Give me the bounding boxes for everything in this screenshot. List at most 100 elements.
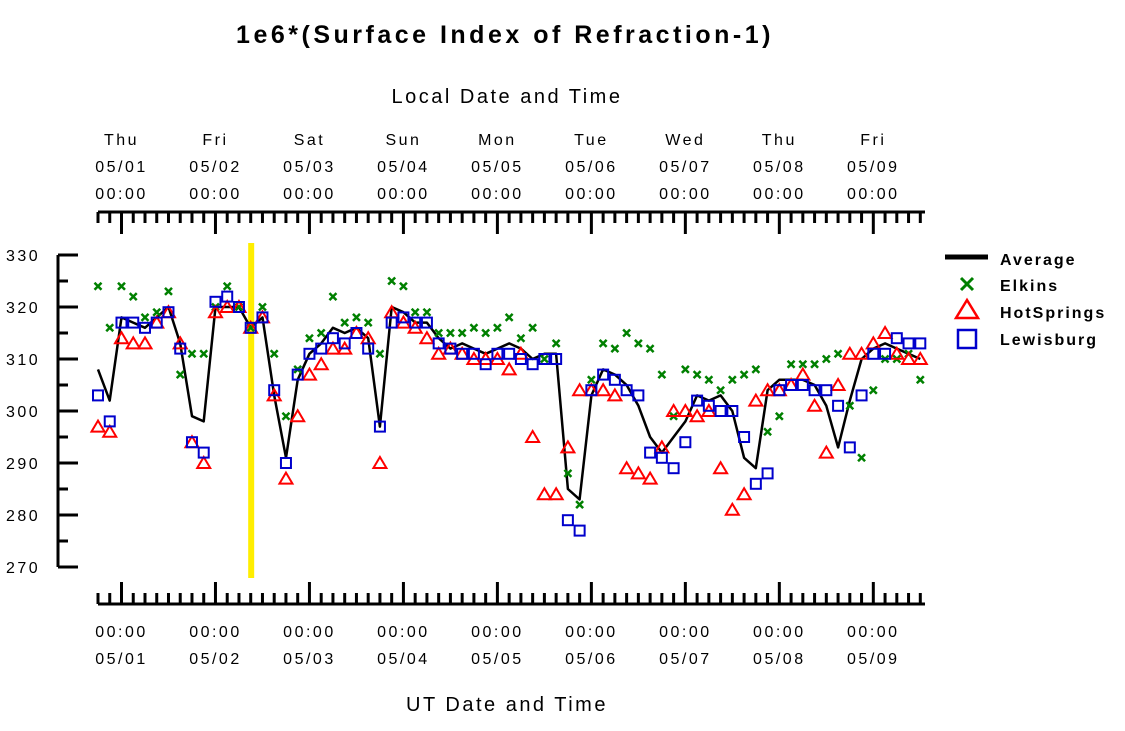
top-tick-time: 00:00 xyxy=(753,186,806,203)
hotsprings-point xyxy=(641,470,659,485)
top-tick-day: Wed xyxy=(665,132,705,149)
lewisburg-point xyxy=(221,290,234,303)
elkins-point xyxy=(457,328,467,338)
elkins-point xyxy=(739,370,749,379)
elkins-point xyxy=(493,323,502,333)
lewisburg-point xyxy=(655,451,668,464)
lewisburg-point xyxy=(585,384,598,397)
elkins-point xyxy=(704,375,714,385)
lewisburg-point xyxy=(550,353,563,365)
bottom-tick-time: 00:00 xyxy=(95,624,148,641)
top-tick-time: 00:00 xyxy=(659,186,712,203)
elkins-point xyxy=(164,287,173,296)
top-tick-time: 00:00 xyxy=(95,186,148,203)
elkins-point xyxy=(93,281,103,291)
bottom-tick-date: 05/07 xyxy=(659,651,712,668)
y-tick-label: 280 xyxy=(6,508,40,525)
bottom-axis-title: UT Date and Time xyxy=(406,694,608,716)
elkins-point xyxy=(387,276,397,286)
lewisburg-point xyxy=(92,389,104,402)
elkins-point xyxy=(540,354,549,364)
top-tick-time: 00:00 xyxy=(565,186,618,203)
elkins-point xyxy=(187,349,197,359)
lewisburg-point xyxy=(174,342,187,355)
hotsprings-point xyxy=(688,408,706,423)
top-tick-time: 00:00 xyxy=(847,186,900,203)
elkins-point xyxy=(551,339,561,348)
bottom-tick-time: 00:00 xyxy=(283,624,336,641)
elkins-point xyxy=(375,349,385,359)
hotsprings-point xyxy=(207,304,224,319)
hotsprings-point xyxy=(277,470,295,485)
hotsprings-point xyxy=(900,351,917,365)
lewisburg-point xyxy=(620,384,633,397)
top-tick-day: Thu xyxy=(104,132,139,149)
bottom-tick-date: 05/05 xyxy=(471,651,524,668)
elkins-point xyxy=(140,313,150,322)
elkins-point xyxy=(152,307,162,317)
top-tick-day: Tue xyxy=(574,132,608,149)
hotsprings-point xyxy=(430,345,447,360)
bottom-tick-date: 05/02 xyxy=(189,651,242,668)
hotsprings-point xyxy=(888,345,906,360)
lewisburg-point xyxy=(526,358,539,371)
elkins-point xyxy=(716,385,725,395)
elkins-point xyxy=(340,318,350,327)
lewisburg-point xyxy=(338,337,351,350)
hotsprings-point xyxy=(724,501,741,516)
lewisburg-point xyxy=(138,321,151,334)
elkins-point xyxy=(328,292,338,301)
elkins-point xyxy=(269,349,279,359)
top-tick-date: 05/04 xyxy=(377,159,430,176)
lewisburg-point xyxy=(726,405,739,417)
elkins-point xyxy=(680,365,690,374)
hotsprings-legend-swatch xyxy=(953,297,981,320)
elkins-point xyxy=(258,302,267,312)
top-tick-day: Fri xyxy=(202,132,228,149)
hotsprings-point xyxy=(571,382,588,397)
elkins-point xyxy=(105,323,115,333)
lewisburg-point xyxy=(608,373,621,386)
lewisburg-point xyxy=(232,301,245,313)
series-average xyxy=(96,305,921,501)
lewisburg-point xyxy=(467,347,480,360)
hotsprings-point xyxy=(818,444,835,459)
hotsprings-point xyxy=(559,439,577,454)
legend-item-average: Average xyxy=(945,252,1075,269)
elkins-point xyxy=(352,313,361,322)
lewisburg-point xyxy=(127,316,140,329)
hotsprings-point xyxy=(794,366,812,381)
lewisburg-point xyxy=(315,342,328,355)
lewisburg-point xyxy=(773,384,786,397)
bottom-tick-time: 00:00 xyxy=(471,624,524,641)
elkins-point xyxy=(622,328,632,338)
hotsprings-point xyxy=(829,377,847,391)
y-axis: 330 320 310 300 290 280 270 xyxy=(6,248,78,577)
hotsprings-point xyxy=(735,486,753,501)
bottom-tick-time: 00:00 xyxy=(659,624,712,641)
elkins-point xyxy=(727,375,737,385)
lewisburg-point xyxy=(303,347,316,360)
hotsprings-point xyxy=(301,366,318,381)
lewisburg-point xyxy=(409,316,422,329)
lewisburg-point xyxy=(890,332,903,345)
elkins-point xyxy=(586,375,596,385)
y-tick-label: 330 xyxy=(6,248,40,265)
lewisburg-point xyxy=(115,316,128,329)
elkins-point xyxy=(774,411,784,421)
hotsprings-point xyxy=(594,382,612,397)
chart-title: 1e6*(Surface Index of Refraction-1) xyxy=(236,21,774,49)
elkins-point xyxy=(222,281,232,291)
elkins-point xyxy=(798,359,808,369)
elkins-point xyxy=(528,323,538,333)
elkins-point xyxy=(657,370,667,379)
lewisburg-point xyxy=(491,347,504,360)
top-tick-time: 00:00 xyxy=(189,186,242,203)
hotsprings-point xyxy=(759,382,776,397)
lewisburg-point xyxy=(820,384,833,397)
legend: Average Elkins HotSprings Lewisburg xyxy=(945,252,1104,350)
top-axis-title: Local Date and Time xyxy=(392,86,623,108)
lewisburg-point xyxy=(326,332,339,345)
elkins-point xyxy=(469,323,479,333)
elkins-point xyxy=(422,307,432,317)
